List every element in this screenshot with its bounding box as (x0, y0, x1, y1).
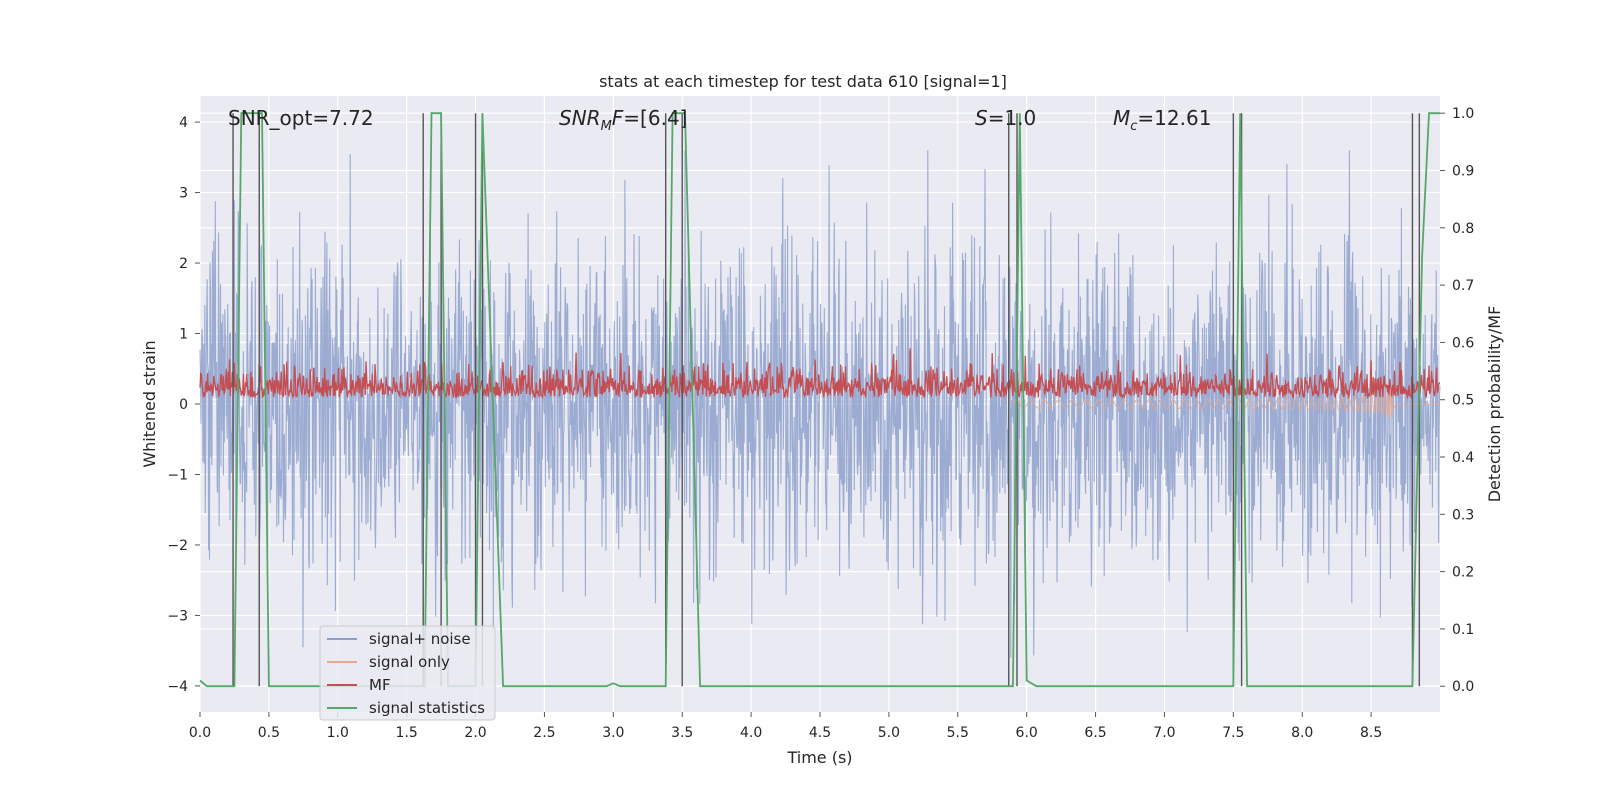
y-right-tick-label: 0.6 (1452, 335, 1474, 351)
signal-statistics-series (199, 112, 1440, 688)
y-right-tick-label: 0.5 (1452, 393, 1474, 409)
x-tick-label: 3.5 (671, 725, 693, 741)
annotations: SNR_opt=7.72 SNRMF=[6.4] S=1.0 Mc=12.61 (228, 106, 1211, 134)
y-right-tick-label: 0.8 (1452, 221, 1474, 237)
chart-title: stats at each timestep for test data 610… (599, 72, 1007, 91)
y-right-tick-label: 0.1 (1452, 622, 1474, 638)
plot-area (199, 96, 1441, 712)
y-right-tick-label: 1.0 (1452, 106, 1474, 122)
y-left-tick-label: −3 (167, 608, 188, 624)
y-left-tick-label: 4 (179, 115, 188, 131)
x-tick-label: 7.0 (1153, 725, 1175, 741)
annotation-mc-value: =12.61 (1137, 106, 1211, 130)
x-tick-label: 6.5 (1084, 725, 1106, 741)
legend-label-signal-statistics: signal statistics (369, 699, 485, 717)
y-left-tick-label: −4 (167, 679, 188, 695)
annotation-snr-mf-value: =[6.4] (623, 106, 687, 130)
x-tick-label: 7.5 (1222, 725, 1244, 741)
y-axis-left-label: Whitened strain (140, 340, 159, 467)
annotation-mc: Mc=12.61 (1113, 106, 1211, 134)
signal-only-line (1012, 388, 1440, 419)
annotation-snr-mf: SNRMF=[6.4] (559, 106, 687, 134)
x-tick-label: 4.5 (809, 725, 831, 741)
annotation-s: S=1.0 (975, 106, 1036, 130)
legend-box (319, 625, 496, 721)
y-right-tick-label: 0.0 (1452, 679, 1474, 695)
y-right-tick-label: 0.4 (1452, 450, 1474, 466)
y-left-tick-label: 1 (179, 327, 188, 343)
annotation-s-value: =1.0 (988, 106, 1037, 130)
x-tick-label: 3.0 (602, 725, 624, 741)
y-right-tick-label: 0.9 (1452, 163, 1474, 179)
signal-statistics-line (199, 112, 1440, 688)
y-left-tick-label: −1 (167, 467, 188, 483)
x-tick-label: 4.0 (740, 725, 762, 741)
x-tick-label: 0.5 (258, 725, 280, 741)
signal-only-series (1012, 388, 1440, 419)
y-left-tick-label: 0 (179, 397, 188, 413)
y-axis-right-label: Detection probability/MF (1485, 306, 1504, 503)
x-tick-label: 6.0 (1016, 725, 1038, 741)
x-tick-label: 2.0 (464, 725, 486, 741)
y-right-tick-label: 0.7 (1452, 278, 1474, 294)
annotation-snr-opt: SNR_opt=7.72 (228, 106, 374, 130)
y-right-tick-label: 0.3 (1452, 507, 1474, 523)
detection-lines (232, 113, 1421, 687)
y-right-tick-label: 0.2 (1452, 565, 1474, 581)
x-tick-label: 1.5 (396, 725, 418, 741)
y-axis-left: 4 3 2 1 0 −1 −2 −3 −4 (167, 115, 200, 695)
x-tick-label: 8.0 (1291, 725, 1313, 741)
legend-label-mf: MF (369, 676, 391, 694)
x-tick-label: 0.0 (189, 725, 211, 741)
legend-label-signal-noise: signal+ noise (369, 630, 471, 648)
x-tick-label: 5.0 (878, 725, 900, 741)
y-left-tick-label: 3 (179, 186, 188, 202)
legend: signal+ noise signal only MF signal stat… (319, 625, 496, 721)
x-tick-label: 5.5 (947, 725, 969, 741)
x-tick-label: 8.5 (1360, 725, 1382, 741)
y-axis-right: 1.0 0.9 0.8 0.7 0.6 0.5 0.4 0.3 0.2 0.1 0.0 (1440, 106, 1474, 695)
legend-label-signal-only: signal only (369, 653, 450, 671)
x-axis: 0.0 0.5 1.0 1.5 2.0 2.5 3.0 3.5 4.0 4.5 5.0 5.5 6.0 6… (189, 712, 1382, 741)
x-axis-label: Time (s) (786, 748, 852, 767)
y-left-tick-label: 2 (179, 256, 188, 272)
x-tick-label: 1.0 (327, 725, 349, 741)
y-left-tick-label: −2 (167, 538, 188, 554)
x-tick-label: 2.5 (533, 725, 555, 741)
